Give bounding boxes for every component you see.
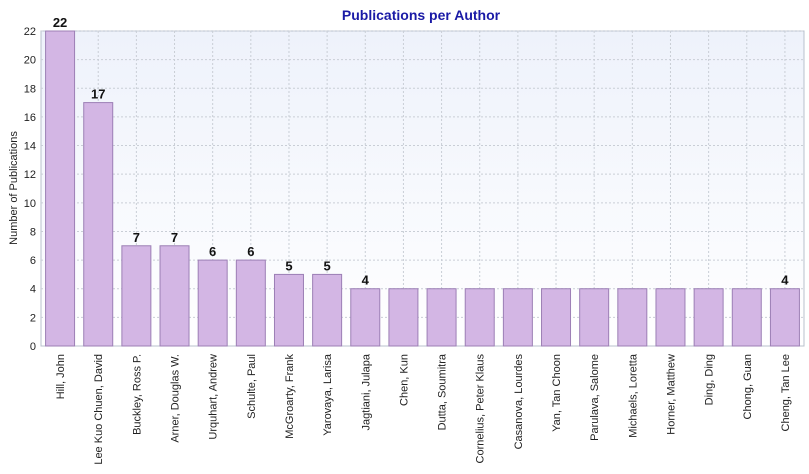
data-labels: 22 17 7 7 6 6 5 5 4 4 xyxy=(53,15,789,288)
y-tick-label: 22 xyxy=(24,26,36,38)
x-tick-label: Michaels, Loretta xyxy=(627,353,639,438)
x-tick-label: Hill, John xyxy=(55,354,67,399)
bar xyxy=(235,259,266,347)
x-tick-label: McGroarty, Frank xyxy=(284,354,296,439)
x-tick-label: Cheng, Tan Lee xyxy=(780,354,792,431)
x-tick-label: Horner, Matthew xyxy=(665,354,677,435)
bar xyxy=(388,288,419,347)
bar xyxy=(502,288,533,347)
gridlines xyxy=(41,30,804,346)
x-tick-label: Urquhart, Andrew xyxy=(208,354,220,440)
bar xyxy=(350,288,381,347)
y-tick-label: 8 xyxy=(30,226,36,238)
bar xyxy=(45,30,76,347)
bar xyxy=(159,245,190,347)
bar xyxy=(426,288,457,347)
x-tick-label: Chen, Kun xyxy=(398,354,410,406)
bar xyxy=(273,273,304,347)
bar xyxy=(464,288,495,347)
y-tick-label: 0 xyxy=(30,341,36,353)
y-tick-label: 2 xyxy=(30,312,36,324)
plot-area xyxy=(40,30,805,347)
y-tick-label: 4 xyxy=(30,284,36,296)
x-tick-label: Arner, Douglas W. xyxy=(170,354,182,443)
data-label: 5 xyxy=(285,258,292,273)
y-tick-label: 6 xyxy=(30,255,36,267)
x-axis-ticks: Hill, John Lee Kuo Chuen, David Buckley, R… xyxy=(55,353,792,465)
x-tick-label: Yarovaya, Larisa xyxy=(322,353,334,436)
x-tick-label: Chong, Guan xyxy=(742,354,754,419)
data-label: 22 xyxy=(53,15,67,30)
data-label: 4 xyxy=(362,273,370,288)
y-tick-label: 16 xyxy=(24,112,36,124)
x-tick-label: Jagtiani, Julapa xyxy=(360,353,372,430)
x-tick-label: Lee Kuo Chuen, David xyxy=(93,354,105,465)
y-tick-label: 14 xyxy=(24,141,36,153)
bar xyxy=(731,288,762,347)
x-tick-label: Casanova, Lourdes xyxy=(513,354,525,450)
data-label: 7 xyxy=(171,230,178,245)
bar xyxy=(197,259,228,347)
bar xyxy=(541,288,572,347)
bar xyxy=(83,102,114,347)
data-label: 6 xyxy=(209,244,216,259)
data-label: 7 xyxy=(133,230,140,245)
y-axis-label: Number of Publications xyxy=(8,131,20,245)
data-label: 17 xyxy=(91,87,105,102)
x-tick-label: Cornelius, Peter Klaus xyxy=(475,354,487,464)
x-tick-label: Dutta, Soumitra xyxy=(437,353,449,430)
bar xyxy=(617,288,648,347)
y-axis-ticks: 0 2 4 6 8 10 12 14 16 18 20 22 xyxy=(24,26,36,353)
x-tick-label: Schulte, Paul xyxy=(246,354,258,419)
x-tick-label: Ding, Ding xyxy=(704,354,716,405)
bar xyxy=(121,245,152,347)
y-tick-label: 20 xyxy=(24,55,36,67)
x-tick-label: Yan, Tan Choon xyxy=(551,354,563,432)
y-tick-label: 10 xyxy=(24,198,36,210)
x-tick-label: Parulava, Salome xyxy=(589,354,601,441)
data-label: 5 xyxy=(324,258,331,273)
y-tick-label: 18 xyxy=(24,83,36,95)
bar xyxy=(312,273,343,347)
data-label: 6 xyxy=(247,244,254,259)
chart-title: Publications per Author xyxy=(342,7,501,23)
x-tick-label: Buckley, Ross P. xyxy=(131,354,143,435)
bar xyxy=(655,288,686,347)
y-tick-label: 12 xyxy=(24,169,36,181)
bars xyxy=(45,30,800,347)
data-label: 4 xyxy=(781,273,789,288)
bar xyxy=(769,288,800,347)
bar xyxy=(693,288,724,347)
bar xyxy=(579,288,610,347)
